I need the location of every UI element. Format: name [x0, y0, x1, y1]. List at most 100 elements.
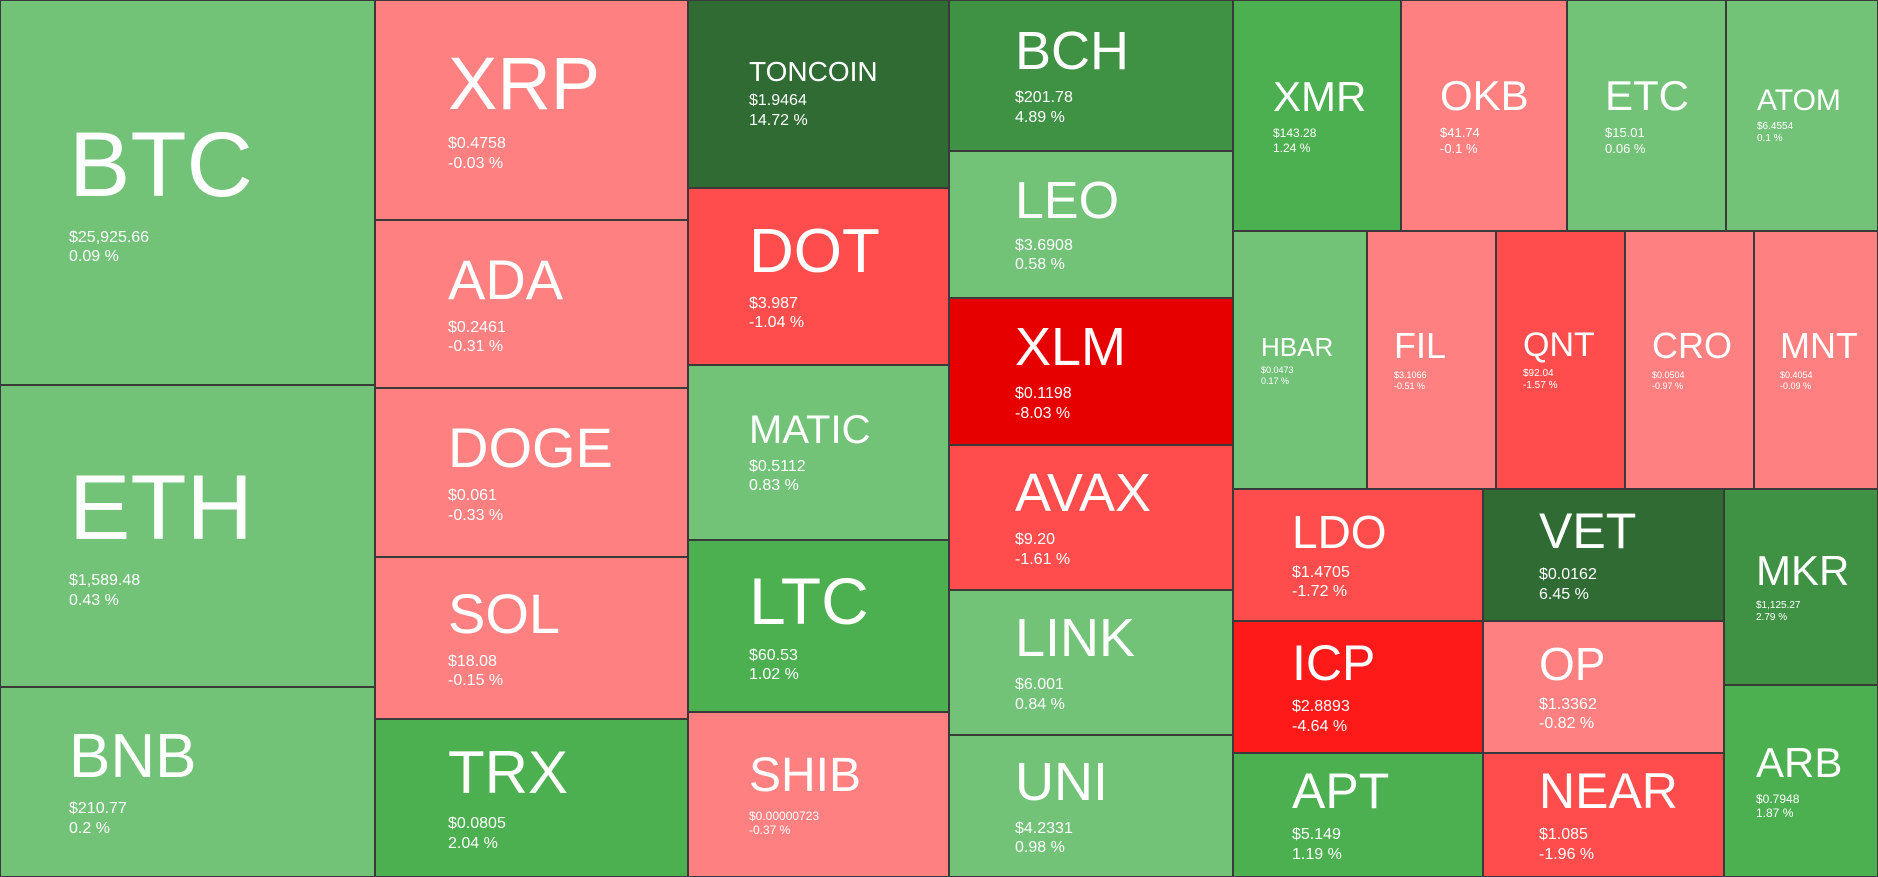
treemap-tile-avax[interactable]: AVAX $9.20 -1.61 %: [949, 445, 1233, 590]
tile-price: $2.8893: [1292, 698, 1350, 716]
tile-change: 4.89 %: [1015, 108, 1065, 126]
treemap-tile-fil[interactable]: FIL $3.1066 -0.51 %: [1367, 231, 1496, 489]
tile-price: $0.061: [448, 487, 497, 505]
tile-price: $0.2461: [448, 318, 506, 336]
tile-symbol: APT: [1292, 763, 1390, 820]
tile-symbol: NEAR: [1539, 763, 1678, 820]
tile-change: 1.24 %: [1273, 140, 1311, 155]
treemap-tile-okb[interactable]: OKB $41.74 -0.1 %: [1401, 0, 1567, 231]
tile-change: -0.33 %: [448, 506, 504, 524]
treemap-tile-bnb[interactable]: BNB $210.77 0.2 %: [0, 687, 375, 877]
tile-change: -0.37 %: [749, 823, 791, 837]
tile-symbol: OP: [1539, 637, 1606, 690]
tile-symbol: HBAR: [1261, 331, 1334, 362]
tile-change: -0.03 %: [448, 154, 504, 172]
tile-change: 1.19 %: [1292, 845, 1342, 863]
tile-change: 0.2 %: [69, 819, 110, 837]
treemap-tile-apt[interactable]: APT $5.149 1.19 %: [1233, 753, 1483, 877]
treemap-tile-dot[interactable]: DOT $3.987 -1.04 %: [688, 188, 949, 365]
tile-price: $1,125.27: [1756, 600, 1801, 611]
tile-symbol: DOT: [749, 216, 880, 286]
tile-change: 14.72 %: [749, 111, 808, 129]
tile-symbol: CRO: [1652, 325, 1732, 367]
treemap-tile-leo[interactable]: LEO $3.6908 0.58 %: [949, 151, 1233, 298]
treemap-tile-icp[interactable]: ICP $2.8893 -4.64 %: [1233, 621, 1483, 753]
tile-symbol: TONCOIN: [749, 56, 878, 88]
tile-price: $1.085: [1539, 826, 1588, 844]
tile-symbol: ETC: [1605, 71, 1689, 119]
treemap-tile-bch[interactable]: BCH $201.78 4.89 %: [949, 0, 1233, 151]
treemap-tile-vet[interactable]: VET $0.0162 6.45 %: [1483, 489, 1724, 621]
tile-price: $6.001: [1015, 676, 1064, 694]
tile-symbol: ICP: [1292, 635, 1376, 692]
tile-symbol: SHIB: [749, 748, 862, 802]
tile-change: -0.82 %: [1539, 715, 1595, 732]
treemap-tile-doge[interactable]: DOGE $0.061 -0.33 %: [375, 388, 688, 557]
tile-change: -1.61 %: [1015, 550, 1071, 568]
treemap-tile-xrp[interactable]: XRP $0.4758 -0.03 %: [375, 0, 688, 220]
treemap-tile-arb[interactable]: ARB $0.7948 1.87 %: [1724, 685, 1878, 877]
tile-price: $0.0805: [448, 815, 506, 833]
tile-symbol: ADA: [448, 247, 564, 311]
treemap-tile-btc[interactable]: BTC $25,925.66 0.09 %: [0, 0, 375, 385]
tile-change: -1.72 %: [1292, 583, 1348, 600]
tile-price: $15.01: [1605, 124, 1645, 140]
treemap-tile-link[interactable]: LINK $6.001 0.84 %: [949, 590, 1233, 735]
treemap-tile-trx[interactable]: TRX $0.0805 2.04 %: [375, 719, 688, 877]
tile-price: $3.1066: [1394, 370, 1427, 381]
treemap-tile-etc[interactable]: ETC $15.01 0.06 %: [1567, 0, 1726, 231]
tile-symbol: DOGE: [448, 416, 613, 480]
treemap-tile-xmr[interactable]: XMR $143.28 1.24 %: [1233, 0, 1401, 231]
treemap-tile-matic[interactable]: MATIC $0.5112 0.83 %: [688, 365, 949, 540]
treemap-tile-sol[interactable]: SOL $18.08 -0.15 %: [375, 557, 688, 719]
tile-price: $25,925.66: [69, 228, 150, 246]
treemap-tile-cro[interactable]: CRO $0.0504 -0.97 %: [1625, 231, 1754, 489]
tile-price: $0.0504: [1652, 370, 1685, 381]
treemap-tile-toncoin[interactable]: TONCOIN $1.9464 14.72 %: [688, 0, 949, 188]
tile-symbol: XLM: [1015, 317, 1127, 378]
treemap-tile-ada[interactable]: ADA $0.2461 -0.31 %: [375, 220, 688, 388]
treemap-tile-qnt[interactable]: QNT $92.04 -1.57 %: [1496, 231, 1625, 489]
tile-change: -1.96 %: [1539, 845, 1595, 863]
tile-change: 0.06 %: [1605, 140, 1646, 156]
treemap-tile-ldo[interactable]: LDO $1.4705 -1.72 %: [1233, 489, 1483, 621]
treemap-tile-op[interactable]: OP $1.3362 -0.82 %: [1483, 621, 1724, 753]
tile-change: 0.83 %: [749, 477, 799, 494]
tile-change: -4.64 %: [1292, 717, 1348, 735]
treemap-tile-hbar[interactable]: HBAR $0.0473 0.17 %: [1233, 231, 1367, 489]
treemap-tile-uni[interactable]: UNI $4.2331 0.98 %: [949, 735, 1233, 877]
tile-price: $18.08: [448, 652, 497, 670]
tile-change: 0.58 %: [1015, 256, 1065, 273]
tile-price: $0.4758: [448, 135, 506, 153]
treemap-tile-atom[interactable]: ATOM $6.4554 0.1 %: [1726, 0, 1878, 231]
treemap-tile-eth[interactable]: ETH $1,589.48 0.43 %: [0, 385, 375, 687]
tile-change: -1.57 %: [1523, 380, 1558, 391]
tile-change: 0.84 %: [1015, 695, 1065, 713]
tile-symbol: LEO: [1015, 171, 1120, 230]
tile-symbol: ARB: [1756, 738, 1843, 786]
tile-price: $3.6908: [1015, 236, 1073, 254]
tile-price: $1.9464: [749, 92, 807, 110]
tile-symbol: MNT: [1780, 325, 1858, 367]
tile-symbol: XRP: [448, 42, 601, 126]
treemap-tile-near[interactable]: NEAR $1.085 -1.96 %: [1483, 753, 1724, 877]
tile-price: $92.04: [1523, 368, 1554, 379]
treemap-tile-ltc[interactable]: LTC $60.53 1.02 %: [688, 540, 949, 712]
tile-price: $201.78: [1015, 89, 1073, 107]
tile-change: -0.15 %: [448, 672, 504, 689]
tile-symbol: AVAX: [1015, 463, 1152, 524]
tile-change: 1.02 %: [749, 666, 799, 683]
tile-price: $0.0473: [1261, 364, 1294, 375]
tile-change: -0.51 %: [1394, 381, 1426, 391]
tile-symbol: ETH: [69, 457, 253, 560]
treemap-tile-mnt[interactable]: MNT $0.4054 -0.09 %: [1754, 231, 1878, 489]
tile-price: $9.20: [1015, 531, 1056, 549]
tile-change: 6.45 %: [1539, 585, 1589, 603]
treemap-tile-shib[interactable]: SHIB $0.00000723 -0.37 %: [688, 712, 949, 877]
treemap-tile-mkr[interactable]: MKR $1,125.27 2.79 %: [1724, 489, 1878, 685]
tile-change: -0.1 %: [1440, 140, 1478, 156]
tile-price: $3.987: [749, 294, 798, 312]
tile-price: $6.4554: [1757, 121, 1794, 132]
tile-change: 1.87 %: [1756, 806, 1794, 820]
treemap-tile-xlm[interactable]: XLM $0.1198 -8.03 %: [949, 298, 1233, 445]
